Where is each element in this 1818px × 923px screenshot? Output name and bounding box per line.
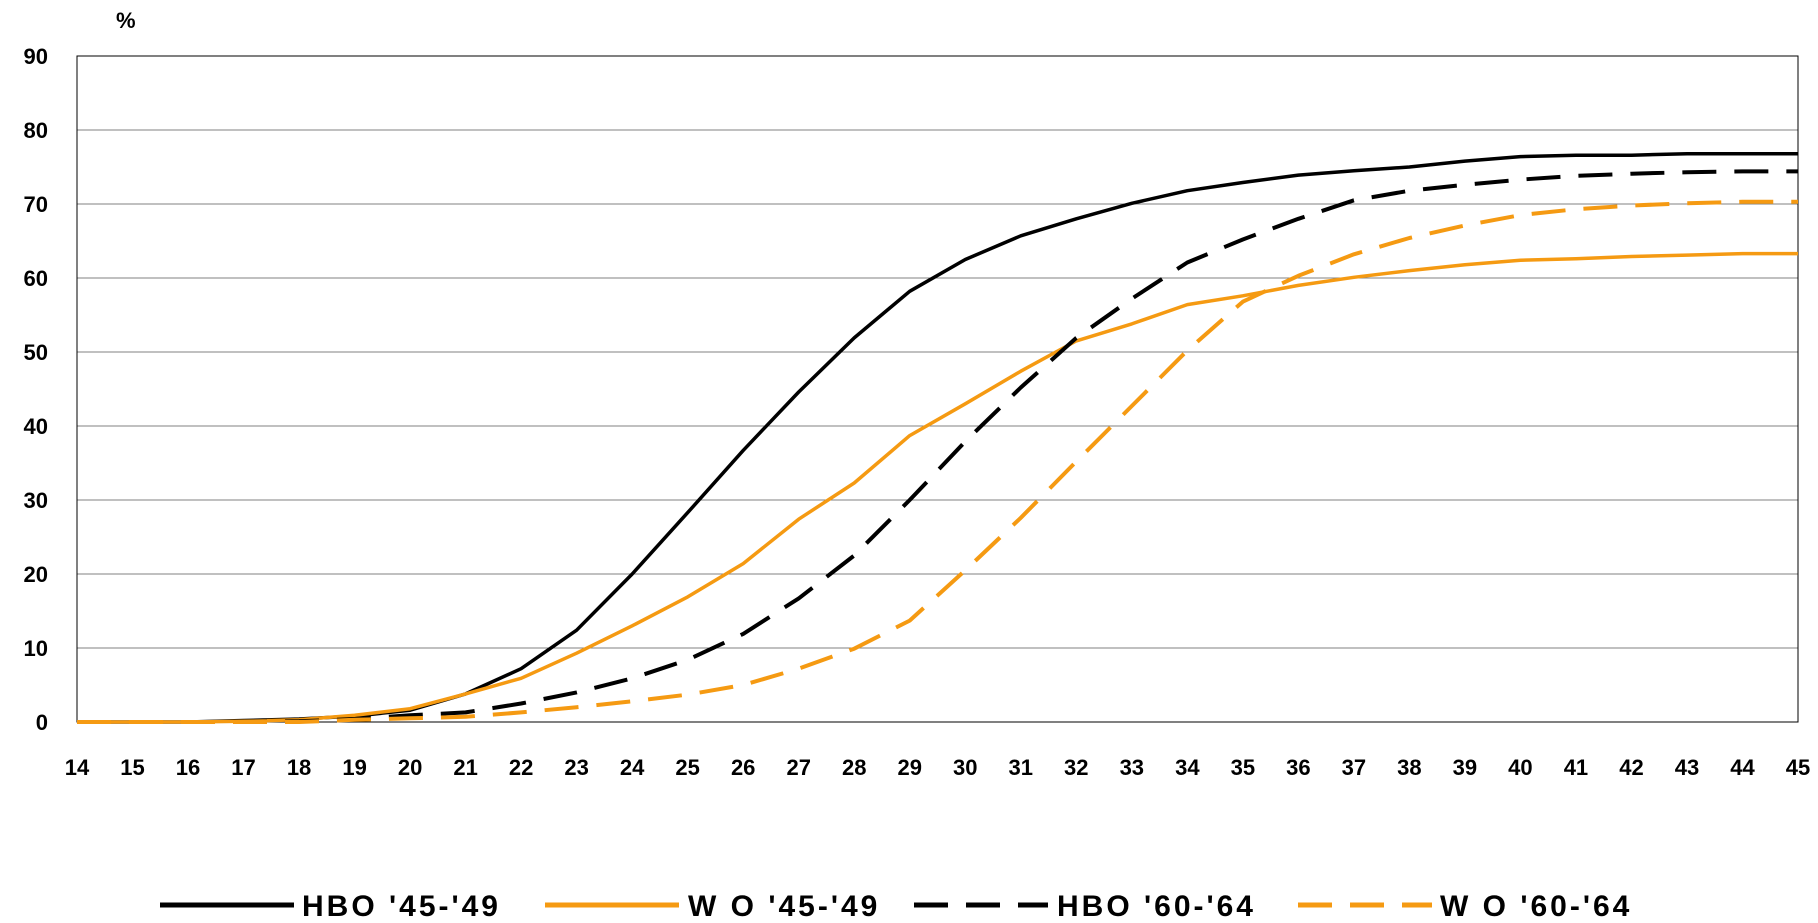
y-tick-label: 60	[24, 266, 48, 291]
y-tick-label: 50	[24, 340, 48, 365]
x-tick-label: 21	[453, 755, 477, 780]
x-tick-label: 41	[1564, 755, 1588, 780]
x-tick-label: 27	[786, 755, 810, 780]
x-tick-labels: 14 15 16 17 18 19 20 21 22 23 24 25 26 27 28 29 30 31 32 33…	[65, 755, 1810, 780]
legend-label-1: W O '45-'49	[688, 890, 880, 923]
gridlines	[77, 55, 1798, 649]
x-tick-label: 31	[1009, 755, 1033, 780]
x-tick-label: 26	[731, 755, 755, 780]
x-tick-label: 22	[509, 755, 533, 780]
series-lines	[77, 151, 1798, 724]
x-tick-label: 25	[675, 755, 699, 780]
x-tick-label: 44	[1730, 755, 1755, 780]
x-tick-label: 20	[398, 755, 422, 780]
y-tick-label: 30	[24, 488, 48, 513]
y-tick-label: 40	[24, 414, 48, 439]
legend-label-0: HBO '45-'49	[302, 890, 501, 923]
series-line-3	[77, 199, 1798, 724]
y-tick-label: 20	[24, 562, 48, 587]
x-tick-label: 14	[65, 755, 90, 780]
y-tick-label: 80	[24, 118, 48, 143]
series-line-0	[77, 151, 1798, 724]
x-tick-label: 19	[342, 755, 366, 780]
legend-label-2: HBO '60-'64	[1057, 890, 1256, 923]
x-tick-label: 18	[287, 755, 311, 780]
y-tick-label: 90	[24, 44, 48, 69]
x-tick-label: 30	[953, 755, 977, 780]
plot-area-frame	[76, 55, 1799, 723]
y-axis-unit-label: %	[116, 8, 136, 33]
series-line-2	[77, 169, 1798, 724]
x-tick-label: 34	[1175, 755, 1200, 780]
x-tick-label: 42	[1619, 755, 1643, 780]
x-tick-label: 39	[1453, 755, 1477, 780]
x-tick-label: 37	[1342, 755, 1366, 780]
x-tick-label: 32	[1064, 755, 1088, 780]
y-tick-label: 10	[24, 636, 48, 661]
x-tick-label: 45	[1786, 755, 1810, 780]
x-tick-label: 16	[176, 755, 200, 780]
y-tick-label: 70	[24, 192, 48, 217]
y-tick-label: 0	[36, 710, 48, 735]
legend-label-3: W O '60-'64	[1440, 890, 1632, 923]
x-tick-label: 36	[1286, 755, 1310, 780]
x-tick-label: 40	[1508, 755, 1532, 780]
x-tick-label: 33	[1120, 755, 1144, 780]
x-tick-label: 15	[120, 755, 144, 780]
x-tick-label: 35	[1231, 755, 1255, 780]
x-tick-label: 29	[897, 755, 921, 780]
legend: HBO '45-'49 W O '45-'49 HBO '60-'64 W O '60…	[160, 890, 1632, 923]
series-line-1	[77, 251, 1798, 724]
x-tick-label: 23	[564, 755, 588, 780]
y-tick-labels: 0 10 20 30 40 50 60 70 80 90	[24, 44, 48, 735]
x-tick-label: 24	[620, 755, 645, 780]
x-tick-label: 38	[1397, 755, 1421, 780]
x-tick-label: 43	[1675, 755, 1699, 780]
x-tick-label: 17	[231, 755, 255, 780]
x-tick-label: 28	[842, 755, 866, 780]
